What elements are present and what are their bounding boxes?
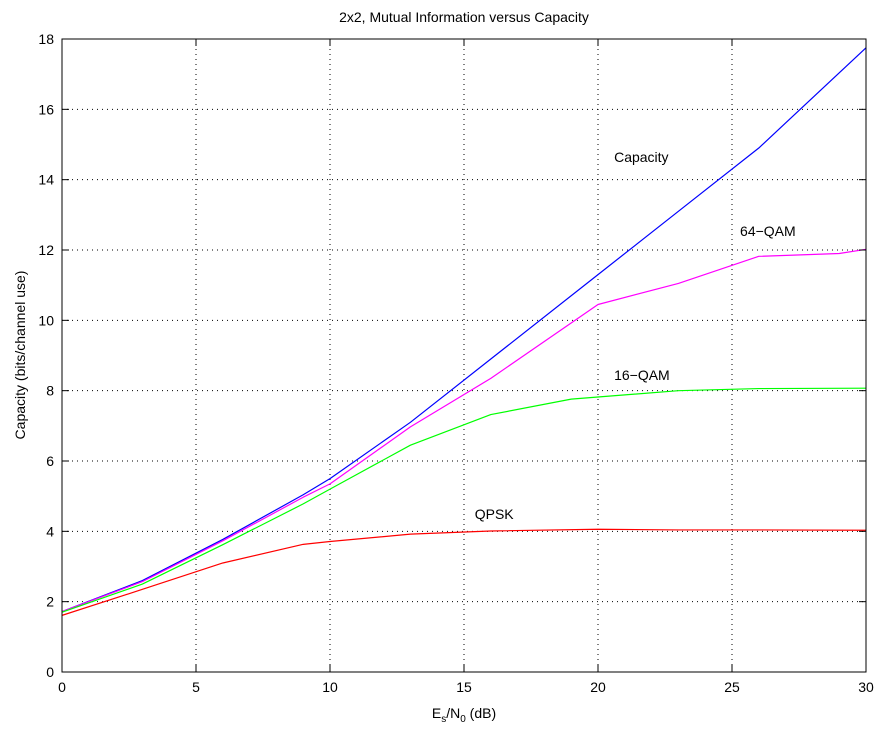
- x-tick-label: 0: [58, 679, 66, 695]
- x-axis-label-sub1: s: [441, 714, 446, 725]
- y-tick-label: 12: [38, 242, 54, 258]
- y-tick-label: 6: [46, 453, 54, 469]
- series-annotation: 64−QAM: [740, 223, 796, 239]
- x-tick-label: 15: [456, 679, 472, 695]
- series-line-capacity: [61, 47, 867, 613]
- series-annotation: Capacity: [614, 149, 668, 165]
- y-tick-label: 10: [38, 312, 54, 328]
- y-tick-label: 18: [38, 31, 54, 47]
- y-tick-label: 14: [38, 172, 54, 188]
- x-tick-label: 30: [858, 679, 874, 695]
- x-axis-label-sub2: 0: [460, 714, 466, 725]
- y-tick-label: 8: [46, 383, 54, 399]
- x-axis-label: Es/N0 (dB): [432, 705, 496, 725]
- series-line-16-qam: [61, 387, 867, 613]
- tick-layer: 0 5 10 15 20 25 30 0 2 4 6 8 10 12 14 16 18: [38, 31, 874, 695]
- series-line-64-qam: [61, 248, 867, 613]
- x-axis-label-sep: /N: [446, 705, 460, 721]
- series-annotation: QPSK: [475, 506, 515, 522]
- x-axis-label-suffix: (dB): [466, 705, 496, 721]
- x-tick-label: 20: [590, 679, 606, 695]
- y-tick-label: 4: [46, 523, 54, 539]
- x-tick-label: 25: [724, 679, 740, 695]
- series-annotation: 16−QAM: [614, 367, 670, 383]
- y-tick-label: 2: [46, 594, 54, 610]
- series-line-qpsk: [61, 528, 867, 616]
- x-tick-label: 10: [322, 679, 338, 695]
- annotation-layer: Capacity 64−QAM 16−QAM QPSK: [475, 149, 796, 522]
- grid-layer: [62, 39, 866, 672]
- chart-title: 2x2, Mutual Information versus Capacity: [339, 9, 589, 25]
- y-tick-label: 16: [38, 101, 54, 117]
- series-layer: [61, 47, 867, 616]
- y-tick-label: 0: [46, 664, 54, 680]
- plot-frame: [61, 38, 867, 673]
- y-axis-label: Capacity (bits/channel use): [12, 271, 28, 440]
- x-axis-label-main: E: [432, 705, 441, 721]
- x-tick-label: 5: [192, 679, 200, 695]
